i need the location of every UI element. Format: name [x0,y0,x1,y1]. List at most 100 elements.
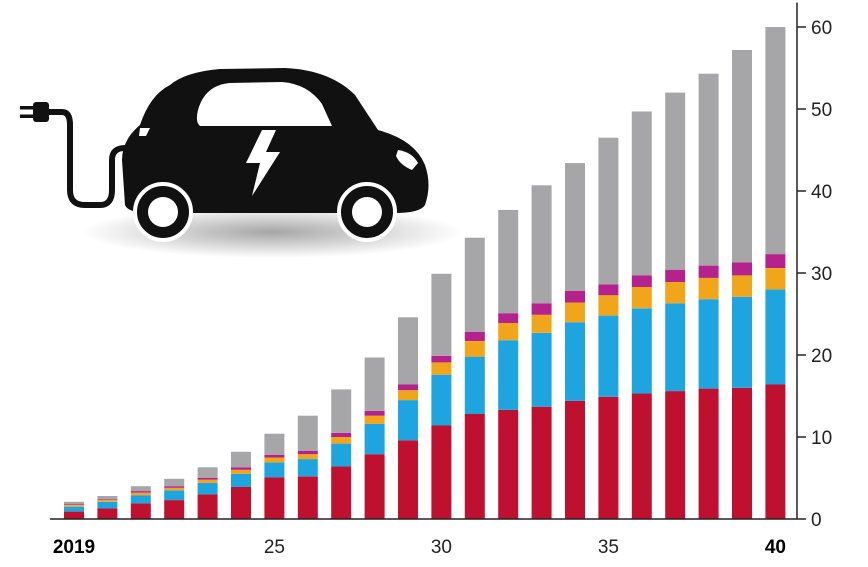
bar-2037-segment-3 [665,282,686,304]
bar-2033-segment-2 [531,332,552,407]
bar-2036-segment-4 [631,275,652,287]
bar-2023-segment-1 [197,494,218,519]
bar-2024-segment-4 [231,467,251,470]
bar-2038-segment-2 [698,299,719,389]
bar-2032-segment-3 [498,323,519,341]
bar-2022-segment-3 [164,487,185,491]
bar-2038-segment-3 [698,277,719,300]
bar-2030-segment-1 [431,425,452,519]
bar-2036-segment-5 [631,111,652,276]
bar-2039-segment-4 [732,262,752,276]
bar-2028-segment-1 [364,454,385,519]
bar-2029-segment-3 [398,390,418,401]
bar-2023-segment-4 [197,478,218,480]
bar-2030-segment-3 [431,362,452,375]
bar-2027-segment-2 [331,443,352,467]
bar-2021-segment-5 [130,486,151,492]
bars-layer [64,27,786,519]
bar-2025-segment-3 [264,457,285,463]
bar-2020-segment-5 [97,496,118,500]
bar-2035-segment-2 [598,315,619,397]
bar-2032-segment-1 [498,409,519,519]
bar-2023-segment-5 [197,467,218,478]
bar-2025-segment-2 [264,462,285,478]
bar-2039-segment-1 [732,387,752,519]
bar-2027-segment-5 [331,389,352,433]
bar-2031-segment-5 [464,237,485,332]
bar-2036-segment-3 [631,286,652,309]
bar-2027-segment-1 [331,466,352,519]
bar-2040-segment-3 [765,268,786,290]
bar-2039-segment-2 [732,296,752,388]
bar-2020-segment-3 [97,500,118,502]
bar-2032-segment-2 [498,340,519,410]
bar-2036-segment-2 [631,308,652,394]
bar-2026-segment-3 [297,454,318,460]
bar-2019-segment-3 [64,505,84,507]
bar-2040-segment-5 [765,27,786,255]
bar-2034-segment-4 [565,291,585,303]
electric-car-icon [20,68,462,258]
bar-2032-segment-4 [498,313,519,323]
bar-2040-segment-1 [765,384,786,519]
car-headlight [396,150,418,170]
y-tick-label-60: 60 [811,18,832,39]
y-tick-label-40: 40 [811,182,832,203]
bar-2033-segment-5 [531,185,552,304]
bar-2026-segment-4 [297,450,318,455]
bar-2030-segment-5 [431,273,452,356]
axis-layer: 0 10 20 30 40 50 60 2019 25 30 35 40 [50,2,832,558]
bar-2020-segment-1 [97,508,118,519]
x-tick-label-2019: 2019 [53,537,95,558]
bar-2040-segment-2 [765,289,786,385]
bar-2028-segment-2 [364,423,385,455]
bar-2039-segment-3 [732,275,752,297]
bar-2034-segment-3 [565,302,585,323]
bar-2021-segment-4 [130,491,151,493]
bar-2037-segment-5 [665,92,686,270]
y-tick-label-10: 10 [811,428,832,449]
bar-2035-segment-3 [598,295,619,316]
lightning-icon [246,130,280,196]
x-tick-label-2025: 25 [264,537,285,558]
bar-2026-segment-1 [297,476,318,519]
bar-2026-segment-5 [297,415,318,451]
bar-2030-segment-2 [431,374,452,426]
y-tick-label-0: 0 [811,510,822,531]
bar-2029-segment-5 [398,317,418,385]
bar-2019-segment-2 [64,506,84,512]
bar-2035-segment-4 [598,284,619,296]
bar-2024-segment-1 [231,487,251,519]
bar-2020-segment-2 [97,501,118,509]
bar-2020-segment-4 [97,499,118,501]
bar-2031-segment-2 [464,356,485,414]
bar-2038-segment-4 [698,265,719,278]
bar-2026-segment-2 [297,459,318,477]
bar-2035-segment-1 [598,396,619,519]
bar-2028-segment-4 [364,410,385,416]
bar-2023-segment-2 [197,482,218,495]
bar-2019-segment-4 [64,504,84,505]
bar-2038-segment-1 [698,388,719,519]
plug-icon [20,102,49,122]
bar-2038-segment-5 [698,73,719,266]
bar-2028-segment-5 [364,357,385,411]
y-tick-label-50: 50 [811,100,832,121]
bar-2035-segment-5 [598,137,619,285]
bar-2019-segment-1 [64,511,84,519]
bar-2021-segment-1 [130,503,151,519]
bar-2022-segment-1 [164,500,185,519]
bar-2039-segment-5 [732,50,752,263]
x-tick-label-2040: 40 [765,537,786,558]
bar-2029-segment-1 [398,440,418,519]
bar-2031-segment-4 [464,332,485,341]
x-tick-label-2030: 30 [431,537,452,558]
bar-2021-segment-2 [130,495,151,504]
bar-2031-segment-3 [464,341,485,357]
bar-2036-segment-1 [631,393,652,519]
bar-2040-segment-4 [765,254,786,268]
charging-cable [42,109,138,208]
bar-2019-segment-5 [64,501,84,505]
bar-2022-segment-4 [164,486,185,488]
y-tick-label-20: 20 [811,346,832,367]
